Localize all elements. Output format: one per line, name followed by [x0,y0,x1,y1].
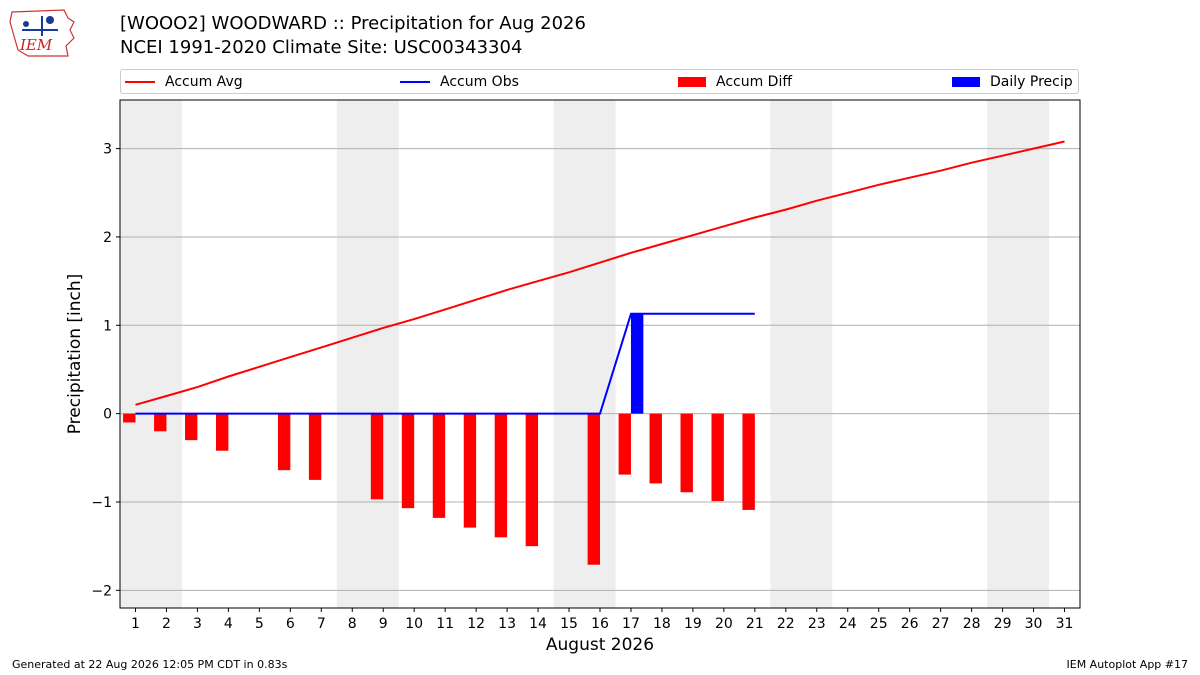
accum-diff-bar [618,413,631,475]
x-tick-label: 10 [405,616,423,632]
y-tick-label: −1 [91,495,112,511]
x-tick-label: 4 [224,616,233,632]
legend-swatch [952,77,980,87]
x-tick-label: 12 [467,616,485,632]
x-tick-label: 16 [591,616,609,632]
weekend-band [553,100,616,608]
accum-diff-bar [494,413,508,538]
weekend-band [987,100,1050,608]
accum-diff-bar [185,413,198,441]
x-tick-label: 9 [379,616,388,632]
legend-item-accum-obs: Accum Obs [400,73,519,91]
weekend-band [770,100,833,608]
x-tick-label: 28 [963,616,981,632]
x-tick-label: 5 [255,616,264,632]
legend-item-daily-precip: Daily Precip [952,73,1073,91]
x-tick-label: 23 [808,616,826,632]
legend-label: Accum Avg [165,74,243,90]
x-tick-label: 1 [131,616,140,632]
x-tick-label: 19 [684,616,702,632]
chart-title: [WOOO2] WOODWARD :: Precipitation for Au… [120,13,586,34]
accum-diff-bar [154,413,167,432]
x-tick-label: 24 [839,616,857,632]
x-tick-label: 30 [1025,616,1043,632]
x-tick-label: 20 [715,616,733,632]
y-tick-label: 1 [103,318,112,334]
accum-diff-bar [525,413,539,547]
iem-logo: IEM [9,9,75,57]
y-tick-label: −2 [91,583,112,599]
x-tick-label: 21 [746,616,764,632]
accum-diff-bar [587,413,600,565]
chart-subtitle: NCEI 1991-2020 Climate Site: USC00343304 [120,37,523,58]
x-tick-label: 31 [1056,616,1074,632]
legend-swatch [125,81,155,83]
y-tick-label: 0 [103,407,112,423]
legend-label: Accum Obs [440,74,519,90]
legend-item-accum-avg: Accum Avg [125,73,243,91]
accum-avg-line [135,140,1065,406]
accum-diff-bar [123,413,136,423]
accum-diff-bar [277,413,291,471]
x-tick-label: 11 [436,616,454,632]
legend-swatch [400,81,430,83]
accum-diff-bar [401,413,415,509]
accum-diff-bar [649,413,662,484]
accum-obs-line [135,312,755,415]
generated-timestamp: Generated at 22 Aug 2026 12:05 PM CDT in… [12,658,288,671]
accum-diff-bar [680,413,693,493]
x-tick-label: 7 [317,616,326,632]
accum-diff-bar [370,413,384,500]
x-tick-label: 22 [777,616,795,632]
accum-diff-bar [742,413,755,510]
legend-swatch [678,77,706,87]
accum-diff-bar [308,413,322,480]
accum-diff-bar [432,413,446,518]
x-tick-label: 29 [994,616,1012,632]
legend-item-accum-diff: Accum Diff [678,73,792,91]
x-tick-label: 2 [162,616,171,632]
weekend-band [336,100,399,608]
x-tick-label: 3 [193,616,202,632]
accum-diff-bar [463,413,477,528]
x-tick-label: 13 [498,616,516,632]
x-tick-label: 27 [932,616,950,632]
x-tick-label: 26 [901,616,919,632]
app-credit: IEM Autoplot App #17 [1066,658,1189,671]
legend: Accum Avg Accum Obs Accum Diff Daily Pre… [120,69,1079,94]
logo-text: IEM [19,36,53,54]
x-tick-label: 15 [560,616,578,632]
legend-label: Daily Precip [990,74,1073,90]
accum-diff-bar [711,413,724,502]
x-tick-label: 6 [286,616,295,632]
y-axis-label: Precipitation [inch] [65,274,85,435]
x-axis-label: August 2026 [546,635,654,655]
x-tick-label: 14 [529,616,547,632]
x-tick-label: 17 [622,616,640,632]
accum-diff-bar [216,413,229,451]
x-tick-label: 25 [870,616,888,632]
legend-label: Accum Diff [716,74,793,90]
x-tick-label: 8 [348,616,357,632]
weekend-band [120,100,182,608]
daily-precip-bar [630,313,644,414]
y-tick-label: 3 [103,142,112,158]
y-tick-label: 2 [103,230,112,246]
x-tick-label: 18 [653,616,671,632]
